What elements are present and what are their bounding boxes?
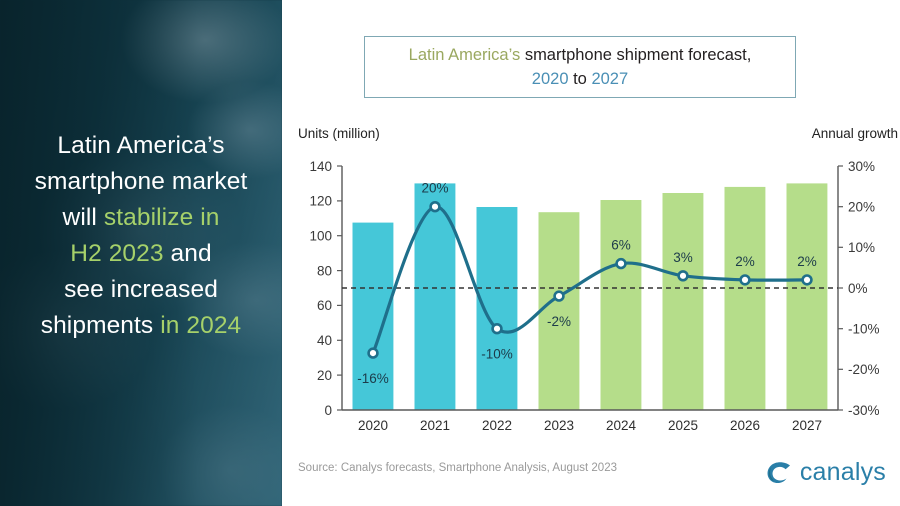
- bar-2023: [538, 212, 580, 410]
- growth-marker-2027: [801, 274, 813, 286]
- left-hero-panel: Latin America’s smartphone market will s…: [0, 0, 282, 506]
- growth-label-2026: 2%: [735, 254, 755, 269]
- growth-marker-2024: [615, 257, 627, 270]
- category-label-2023: 2023: [544, 418, 574, 433]
- headline-line-4b: and: [163, 240, 212, 267]
- headline-line-5: see increased: [64, 276, 218, 303]
- right-axis-tick-label: -10%: [848, 322, 880, 337]
- hero-headline: Latin America’s smartphone market will s…: [0, 128, 282, 344]
- headline-line-1: Latin America’s: [57, 132, 225, 159]
- canalys-swirl-icon: [767, 461, 790, 483]
- growth-label-2027: 2%: [797, 254, 817, 269]
- growth-label-2021: 20%: [421, 181, 448, 196]
- right-axis-tick-label: -30%: [848, 403, 880, 418]
- headline-line-2: smartphone market: [34, 168, 248, 195]
- bar-2026: [724, 186, 766, 410]
- growth-marker-2025: [677, 270, 689, 282]
- growth-marker-2020: [367, 347, 379, 359]
- chart-title-box: Latin America’s smartphone shipment fore…: [364, 36, 796, 98]
- bar-2024: [600, 200, 642, 410]
- chart-title: Latin America’s smartphone shipment fore…: [395, 43, 766, 91]
- headline-line-6b: in 2024: [160, 312, 242, 339]
- left-axis-tick-label: 20: [317, 368, 332, 383]
- growth-label-2020: -16%: [357, 371, 389, 386]
- logo-wordmark: canalys: [799, 458, 886, 486]
- right-axis-tick-label: 0%: [848, 281, 868, 296]
- right-axis-tick-label: 20%: [848, 200, 875, 215]
- title-year-start: 2020: [531, 70, 569, 88]
- left-axis-title: Units (million): [298, 126, 380, 141]
- growth-marker-2022: [491, 323, 503, 335]
- bar-2025: [662, 193, 704, 410]
- growth-label-2023: -2%: [547, 314, 571, 329]
- title-year-end: 2027: [591, 70, 629, 88]
- headline-line-3a: will: [62, 204, 104, 231]
- headline-line-3b: stabilize in: [103, 204, 220, 231]
- right-axis-tick-label: -20%: [848, 362, 880, 377]
- left-axis-tick-label: 100: [309, 229, 332, 244]
- category-label-2020: 2020: [358, 418, 388, 433]
- category-label-2024: 2024: [606, 418, 637, 433]
- category-label-2026: 2026: [730, 418, 760, 433]
- left-axis-tick-label: 0: [324, 403, 332, 418]
- chart-panel: Latin America’s smartphone shipment fore…: [282, 0, 900, 506]
- category-label-2027: 2027: [792, 418, 822, 433]
- right-axis-tick-label: 10%: [848, 240, 875, 255]
- chart-svg: 0 20 40 60 80 100 120 140 -30% -20% -10% 0% 10% 20% 30…: [309, 159, 880, 433]
- title-year-sep: to: [568, 70, 592, 88]
- photo-overlay: [0, 0, 282, 506]
- headline-line-4a: H2 2023: [70, 240, 164, 267]
- category-label-2022: 2022: [482, 418, 512, 433]
- left-axis-tick-label: 140: [309, 159, 332, 174]
- title-region: Latin America’s: [408, 46, 525, 64]
- growth-label-2025: 3%: [673, 250, 693, 265]
- source-note: Source: Canalys forecasts, Smartphone An…: [298, 462, 617, 474]
- headline-line-6a: shipments: [40, 312, 161, 339]
- bar-2027: [786, 183, 828, 410]
- canalys-logo: canalys: [763, 458, 886, 487]
- category-label-2025: 2025: [668, 418, 698, 433]
- left-axis-tick-label: 60: [317, 298, 332, 313]
- title-subject: smartphone shipment forecast,: [524, 46, 752, 64]
- right-axis-tick-label: 30%: [848, 159, 875, 174]
- growth-marker-2026: [739, 274, 751, 286]
- growth-marker-2023: [553, 290, 565, 302]
- growth-marker-2021: [429, 201, 441, 213]
- growth-label-2022: -10%: [481, 347, 513, 362]
- left-axis-tick-label: 80: [317, 263, 332, 278]
- right-axis-title: Annual growth: [811, 126, 898, 141]
- left-axis-tick-label: 120: [309, 194, 332, 209]
- left-axis-tick-label: 40: [317, 333, 332, 348]
- growth-label-2024: 6%: [611, 238, 631, 253]
- category-label-2021: 2021: [420, 418, 450, 433]
- plot-area: 0 20 40 60 80 100 120 140 -30% -20% -10% 0% 10% 20% 30…: [282, 0, 900, 506]
